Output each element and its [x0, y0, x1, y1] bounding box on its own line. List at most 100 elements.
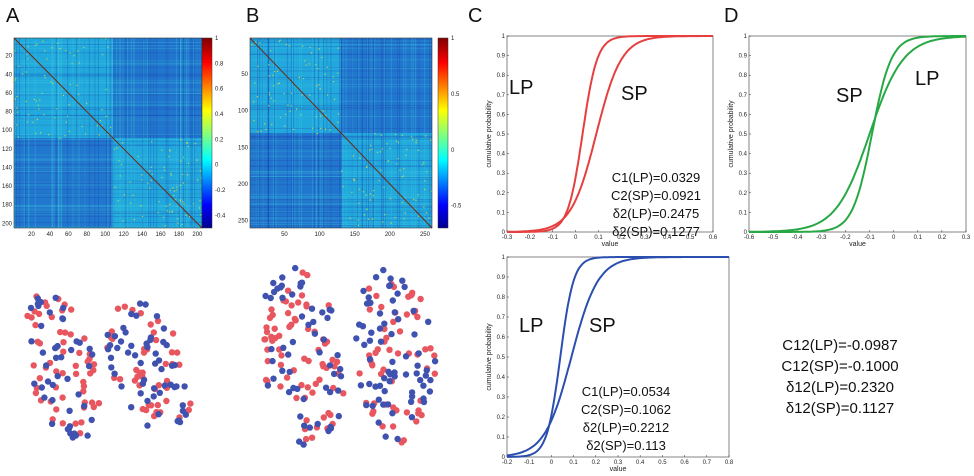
heatmap-streak: [14, 194, 202, 196]
node-dot-blue: [118, 383, 125, 390]
node-dot-red: [390, 404, 397, 411]
node-dot-blue: [297, 280, 304, 287]
heatmap-streak: [250, 47, 432, 49]
heatmap-speckle: [165, 205, 167, 207]
heatmap-speckle: [183, 203, 185, 205]
heatmap-speckle: [177, 218, 179, 220]
node-dot-blue: [114, 344, 121, 352]
node-dot-red: [32, 389, 40, 397]
node-dot-blue: [270, 375, 277, 382]
heatmap-streak: [186, 38, 187, 228]
heatmap-speckle: [44, 77, 46, 79]
heatmap-speckle: [38, 108, 40, 110]
y-axis-label: cumulative probability: [728, 100, 735, 168]
heatmap-streak: [250, 108, 432, 110]
heatmap-speckle: [188, 215, 191, 218]
heatmap-speckle: [197, 179, 199, 181]
node-dot-red: [81, 335, 88, 342]
node-dot-blue: [388, 330, 395, 338]
heatmap-streak: [352, 38, 354, 228]
node-dot-blue: [335, 387, 342, 394]
node-dot-blue: [81, 402, 88, 410]
heatmap-speckle: [305, 64, 307, 66]
heatmap-speckle: [366, 166, 368, 168]
heatmap-speckle: [383, 186, 385, 188]
node-dot-blue: [268, 345, 275, 353]
node-dot-red: [59, 370, 66, 377]
heatmap-speckle: [180, 160, 182, 162]
stat-line: C2(SP)=0.0921: [611, 188, 701, 203]
heatmap-streak: [250, 210, 432, 212]
heatmap-speckle: [287, 104, 289, 106]
heatmap-speckle: [255, 41, 257, 43]
heatmap-speckle: [120, 163, 123, 166]
heatmap-streak: [250, 203, 432, 205]
heatmap-streak: [14, 90, 202, 92]
heatmap-streak: [148, 38, 150, 228]
node-dot-blue: [84, 432, 91, 439]
node-dot-red: [403, 409, 411, 416]
colorbar-tick-label: 0.5: [451, 92, 460, 98]
heatmap-speckle: [290, 92, 293, 94]
heatmap-speckle: [401, 134, 403, 136]
heatmap-speckle: [174, 199, 176, 201]
node-dot-red: [162, 360, 169, 368]
node-dot-blue: [366, 337, 374, 344]
heatmap-speckle: [295, 108, 298, 110]
y-tick-label: 0.7: [739, 93, 748, 99]
heatmap-speckle: [283, 92, 285, 95]
heatmap-speckle: [353, 179, 356, 182]
heatmap-streak: [250, 67, 432, 69]
node-dot-blue: [173, 383, 180, 390]
heatmap-streak: [357, 38, 359, 228]
node-dot-blue: [376, 325, 384, 332]
node-dot-red: [295, 299, 302, 306]
heatmap-streak: [133, 38, 135, 228]
heatmap-speckle: [122, 220, 124, 222]
heatmap-streak: [14, 226, 202, 228]
node-dot-blue: [89, 351, 96, 358]
node-dot-red: [60, 348, 67, 355]
heatmap-speckle: [65, 49, 67, 52]
heatmap-streak: [14, 171, 202, 172]
heatmap-streak: [250, 176, 432, 177]
heatmap-speckle: [337, 113, 340, 115]
heatmap-speckle: [14, 79, 16, 81]
heatmap-streak: [250, 109, 432, 110]
panel-letter-a: A: [6, 5, 20, 27]
node-dot-blue: [49, 396, 56, 404]
heatmap-speckle: [77, 50, 79, 52]
node-dot-blue: [407, 398, 415, 405]
heatmap-speckle: [59, 137, 61, 139]
heatmap-streak: [14, 180, 202, 182]
node-dot-blue: [68, 346, 75, 354]
node-dot-red: [169, 330, 177, 337]
heatmap-speckle: [342, 185, 344, 188]
node-dot-blue: [381, 375, 388, 382]
node-dot-blue: [181, 383, 188, 390]
x-tick-label: 0.5: [686, 235, 695, 241]
heatmap-streak: [250, 207, 432, 208]
node-dot-blue: [171, 361, 178, 369]
heatmap-streak: [250, 150, 432, 152]
heatmap-speckle: [265, 128, 267, 130]
panel-letter-c: C: [468, 5, 482, 27]
heatmap-streak: [250, 127, 432, 129]
heatmap-speckle: [412, 138, 414, 141]
y-tick-label: 160: [2, 184, 13, 190]
x-tick-label: -0.3: [502, 235, 513, 241]
node-dot-red: [303, 417, 310, 424]
node-dot-blue: [335, 412, 342, 420]
node-dot-red: [325, 409, 332, 417]
y-tick-label: 200: [2, 221, 13, 227]
node-dot-blue: [133, 312, 140, 319]
node-dot-red: [263, 324, 270, 331]
node-dot-red: [369, 410, 376, 417]
heatmap-streak: [14, 205, 202, 207]
node-dot-blue: [108, 364, 115, 371]
heatmap-streak: [14, 154, 202, 156]
heatmap-streak: [14, 181, 202, 183]
x-tick-label: 0.4: [663, 235, 672, 241]
heatmap-speckle: [378, 180, 380, 182]
heatmap-streak: [51, 38, 53, 228]
